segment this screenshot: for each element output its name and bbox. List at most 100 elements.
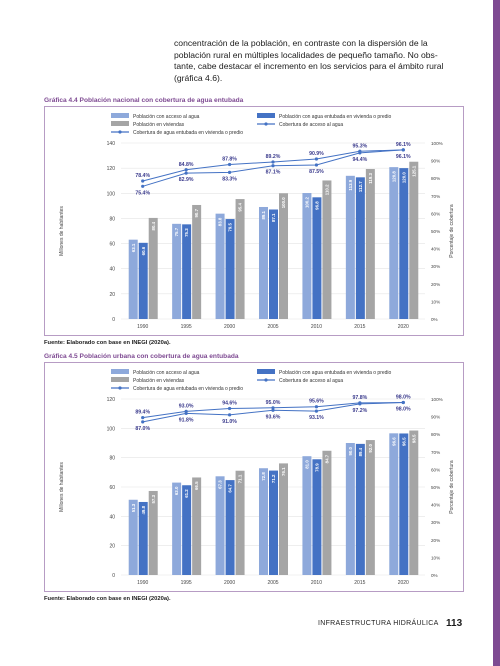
intro-paragraph: concentración de la población, en contra… <box>174 38 466 84</box>
line-value-label: 90.9% <box>309 151 324 157</box>
y2-tick-label: 20% <box>431 538 440 543</box>
y2-tick-label: 0% <box>431 317 438 322</box>
bar <box>128 239 138 319</box>
line-value-label: 97.2% <box>352 408 367 414</box>
line-value-label: 96.1% <box>396 154 411 160</box>
bar <box>225 219 235 319</box>
bar-value-label: 83.8 <box>218 217 223 226</box>
line-point <box>227 406 232 411</box>
bar <box>215 476 225 575</box>
bar-value-label: 71.2 <box>271 474 276 483</box>
y2-tick-label: 60% <box>431 211 440 216</box>
bar <box>389 433 399 575</box>
bar-value-label: 89.4 <box>358 447 363 456</box>
bar-value-label: 84.7 <box>325 454 330 463</box>
bar <box>279 463 288 575</box>
x-tick-label: 2005 <box>267 324 278 330</box>
page-accent-border <box>493 0 500 666</box>
legend-marker <box>264 122 268 126</box>
line-value-label: 89.2% <box>266 154 281 160</box>
y-tick-label: 100 <box>107 191 116 197</box>
bar-value-label: 72.8 <box>261 472 266 481</box>
y2-axis-title: Porcentaje de cobertura <box>449 204 455 258</box>
line-value-label: 95.0% <box>266 400 281 406</box>
legend-label: Población en viviendas <box>133 122 185 128</box>
bar-value-label: 112.7 <box>358 181 363 192</box>
x-tick-label: 2000 <box>224 580 235 586</box>
bar <box>365 169 375 319</box>
bar-value-label: 119.3 <box>368 172 373 183</box>
bar-value-label: 79.5 <box>228 223 233 232</box>
bar <box>399 168 409 319</box>
bar <box>182 485 192 575</box>
y-tick-label: 20 <box>109 292 115 298</box>
bar-value-label: 98.5 <box>411 434 416 443</box>
bar <box>259 468 268 575</box>
y-tick-label: 140 <box>107 141 116 147</box>
y2-tick-label: 100% <box>431 141 443 146</box>
y-tick-label: 60 <box>109 485 115 491</box>
bar <box>302 456 312 575</box>
y-tick-label: 80 <box>109 456 115 462</box>
bar-value-label: 125.1 <box>411 165 416 177</box>
bar <box>138 501 148 575</box>
bar <box>235 199 245 319</box>
y2-tick-label: 60% <box>431 467 440 472</box>
legend-swatch <box>111 113 129 118</box>
y-tick-label: 0 <box>112 573 115 579</box>
line-value-label: 95.6% <box>309 399 324 405</box>
bar <box>269 470 278 575</box>
line-value-label: 93.6% <box>266 414 281 420</box>
line-value-label: 89.4% <box>135 410 150 416</box>
line-point <box>401 400 405 405</box>
line-value-label: 91.0% <box>222 419 237 425</box>
y-tick-label: 120 <box>107 397 116 403</box>
legend-label: Población en viviendas <box>133 378 185 384</box>
line-value-label: 97.8% <box>352 395 367 401</box>
bar <box>172 223 182 319</box>
y2-tick-label: 80% <box>431 432 440 437</box>
line-point <box>314 409 319 413</box>
bar <box>302 193 312 319</box>
intro-line: concentración de la población, en contra… <box>174 38 428 48</box>
legend-label: Cobertura de acceso al agua <box>279 378 343 384</box>
bar <box>279 193 288 319</box>
y2-tick-label: 70% <box>431 450 440 455</box>
bar-value-label: 75.3 <box>184 228 189 237</box>
bar-value-label: 75.7 <box>174 227 179 236</box>
bar <box>355 443 365 575</box>
bar-value-label: 89.1 <box>261 210 266 219</box>
bar <box>409 430 419 575</box>
line-value-label: 98.0% <box>396 407 411 413</box>
bar-value-label: 96.6 <box>391 437 396 446</box>
bar <box>192 204 202 319</box>
x-tick-label: 1990 <box>137 324 148 330</box>
y-tick-label: 120 <box>107 166 116 172</box>
bar-value-label: 64.7 <box>228 484 233 493</box>
legend-swatch <box>111 121 129 126</box>
x-tick-label: 2015 <box>354 580 365 586</box>
bar <box>322 180 332 319</box>
line-point <box>184 409 188 413</box>
legend-label: Cobertura de agua entubada en vivienda o… <box>133 130 243 136</box>
bar-value-label: 67.3 <box>218 480 223 489</box>
bar-value-label: 100.2 <box>305 196 310 208</box>
intro-line: tante, cabe destacar el incremento en lo… <box>174 61 444 71</box>
bar-value-label: 120.8 <box>391 171 396 183</box>
bar-value-label: 49.8 <box>141 505 146 514</box>
chart-1-svg: Población con acceso al agua Población co… <box>59 113 455 330</box>
y-tick-label: 80 <box>109 216 115 222</box>
bar <box>148 490 158 575</box>
line-point <box>184 168 188 172</box>
y2-tick-label: 50% <box>431 229 440 234</box>
bar-value-label: 71.1 <box>238 474 243 483</box>
x-tick-label: 2010 <box>311 324 322 330</box>
bar-value-label: 78.9 <box>315 463 320 472</box>
y2-tick-label: 90% <box>431 415 440 420</box>
y-tick-label: 0 <box>112 317 115 323</box>
line-point <box>314 163 319 167</box>
x-tick-label: 2000 <box>224 324 235 330</box>
line-value-label: 93.1% <box>309 415 324 421</box>
line-point <box>184 171 188 175</box>
bar <box>322 450 332 575</box>
